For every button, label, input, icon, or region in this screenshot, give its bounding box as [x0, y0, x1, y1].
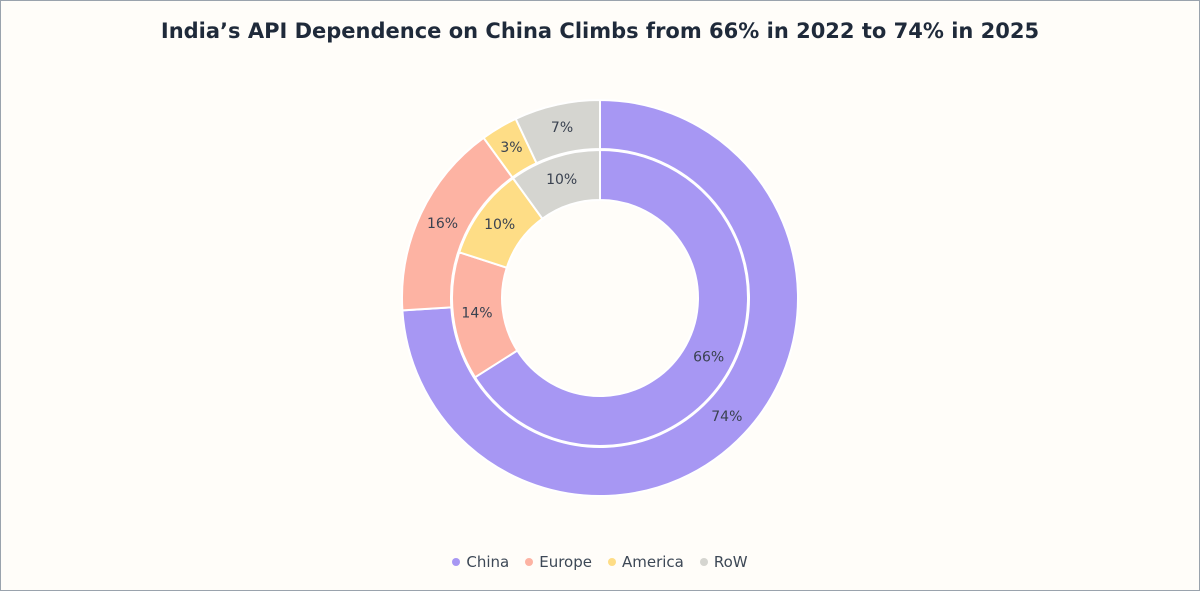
slice-label-outer-america: 3%: [500, 140, 522, 156]
slice-label-inner-china: 66%: [693, 350, 724, 366]
legend-swatch: [525, 558, 534, 566]
slice-outer-row: [514, 98, 601, 165]
legend-label: America: [621, 553, 684, 571]
legend-swatch: [452, 558, 461, 566]
slice-label-outer-row: 7%: [551, 120, 573, 136]
slice-label-outer-europe: 16%: [427, 216, 458, 232]
legend-label: China: [466, 553, 510, 571]
legend-item-row[interactable]: RoW: [699, 553, 748, 571]
legend-item-china[interactable]: China: [452, 553, 509, 571]
legend-item-europe[interactable]: Europe: [525, 553, 592, 571]
slice-label-inner-america: 10%: [484, 217, 515, 233]
slice-label-inner-europe: 14%: [461, 306, 492, 322]
legend: China Europe America RoW: [1, 553, 1199, 571]
legend-label: RoW: [713, 553, 748, 571]
chart-title: India’s API Dependence on China Climbs f…: [160, 19, 1040, 43]
legend-label: Europe: [539, 553, 592, 571]
slice-outer-china: [401, 98, 799, 497]
slice-label-outer-china: 74%: [711, 409, 742, 425]
legend-swatch: [607, 558, 616, 566]
slice-label-inner-row: 10%: [546, 172, 577, 188]
legend-item-america[interactable]: America: [607, 553, 684, 571]
legend-swatch: [699, 558, 708, 566]
slice-inner-china: [473, 148, 749, 447]
